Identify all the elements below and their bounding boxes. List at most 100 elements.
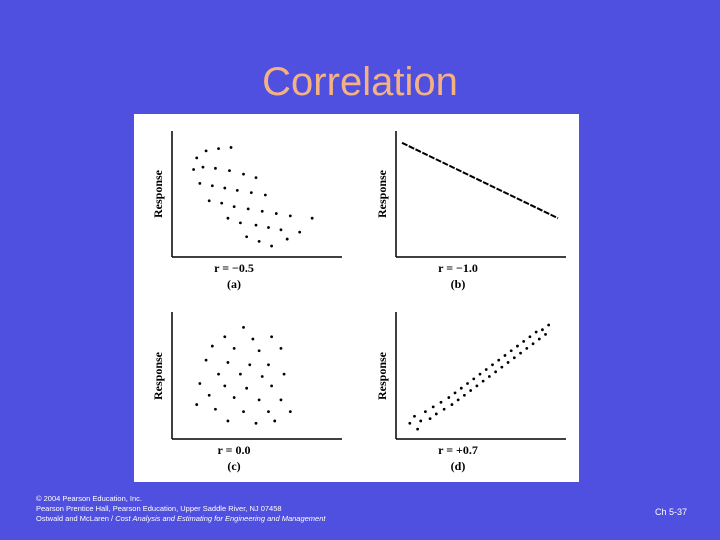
footer-copyright: © 2004 Pearson Education, Inc. (36, 494, 143, 503)
data-point (270, 244, 273, 248)
data-point (274, 212, 278, 215)
data-point (207, 199, 211, 203)
data-point (434, 412, 438, 416)
footer-book-title: Cost Analysis and Estimating for Enginee… (115, 514, 326, 523)
data-point (537, 337, 541, 341)
panel-label: (c) (227, 459, 240, 473)
data-point (419, 419, 423, 423)
data-point (288, 214, 292, 218)
data-point (223, 186, 227, 190)
data-point (408, 421, 412, 425)
data-point (416, 427, 419, 431)
data-point (263, 193, 267, 197)
data-point (494, 370, 497, 374)
data-point (279, 228, 283, 232)
data-point (439, 400, 443, 404)
data-point (267, 363, 270, 367)
data-point (534, 330, 538, 334)
data-point (226, 216, 230, 220)
data-point (195, 403, 199, 406)
data-point (516, 344, 519, 348)
data-point (217, 372, 220, 376)
data-point (298, 230, 302, 234)
correlation-caption: r = 0.0 (218, 443, 251, 457)
panel-label: (a) (227, 277, 241, 291)
data-point (217, 147, 220, 150)
data-point (257, 349, 261, 353)
data-point (428, 417, 432, 421)
data-point (228, 169, 231, 173)
data-point (254, 223, 258, 227)
data-point (195, 156, 199, 160)
data-point (500, 365, 504, 369)
data-point (525, 347, 529, 350)
data-point (201, 165, 205, 169)
data-point (497, 358, 501, 362)
data-point (472, 377, 476, 381)
data-point (541, 328, 544, 332)
data-point (466, 382, 469, 385)
data-point (310, 216, 314, 220)
data-point (232, 347, 236, 350)
panel-label: (d) (451, 459, 466, 473)
data-point (260, 375, 264, 378)
data-point (239, 221, 242, 225)
data-point (459, 386, 463, 390)
data-point (210, 184, 214, 188)
data-point (220, 201, 224, 205)
correlation-caption: r = +0.7 (438, 443, 478, 457)
data-point (210, 344, 214, 348)
data-point (270, 384, 273, 388)
data-point (267, 226, 270, 229)
data-point (235, 188, 239, 192)
data-point (475, 384, 479, 388)
data-point (254, 176, 258, 179)
series-line (401, 141, 559, 220)
data-point (204, 149, 208, 153)
data-point (198, 382, 202, 385)
correlation-figure: Response r = −0.5 (a) Response r = −1.0 (b) Re… (134, 114, 579, 482)
data-point (245, 386, 249, 390)
data-point (285, 237, 289, 241)
data-point (242, 410, 245, 413)
data-point (257, 240, 261, 243)
data-point (544, 332, 547, 336)
data-point (214, 166, 217, 170)
data-point (531, 342, 535, 346)
data-point (442, 407, 446, 411)
data-point (232, 205, 236, 208)
data-point (207, 393, 211, 397)
data-point (509, 349, 513, 353)
data-point (226, 419, 230, 423)
data-point (481, 379, 485, 383)
data-point (547, 323, 551, 327)
data-point (251, 337, 255, 341)
data-point (522, 340, 526, 343)
correlation-caption: r = −0.5 (214, 261, 254, 275)
data-point (257, 398, 261, 402)
data-point (478, 372, 482, 376)
data-point (242, 172, 245, 176)
data-point (245, 235, 249, 239)
slide-title: Correlation (262, 60, 458, 104)
data-point (246, 207, 250, 211)
data-point (282, 372, 286, 376)
data-point (223, 384, 227, 388)
data-point (273, 419, 277, 423)
data-point (204, 358, 208, 362)
footer-publisher: Pearson Prentice Hall, Pearson Education… (36, 504, 282, 513)
data-point (198, 182, 202, 185)
data-point (491, 363, 494, 367)
slide-number: Ch 5-37 (655, 507, 688, 517)
data-point (453, 391, 457, 395)
data-point (248, 363, 252, 367)
data-point (463, 393, 466, 397)
data-point (226, 361, 230, 364)
data-point (469, 389, 473, 392)
data-point (260, 209, 264, 213)
data-point (232, 396, 236, 399)
data-point (447, 396, 451, 399)
data-point (503, 354, 507, 357)
data-point (279, 347, 283, 350)
y-axis-label: Response (151, 351, 165, 400)
